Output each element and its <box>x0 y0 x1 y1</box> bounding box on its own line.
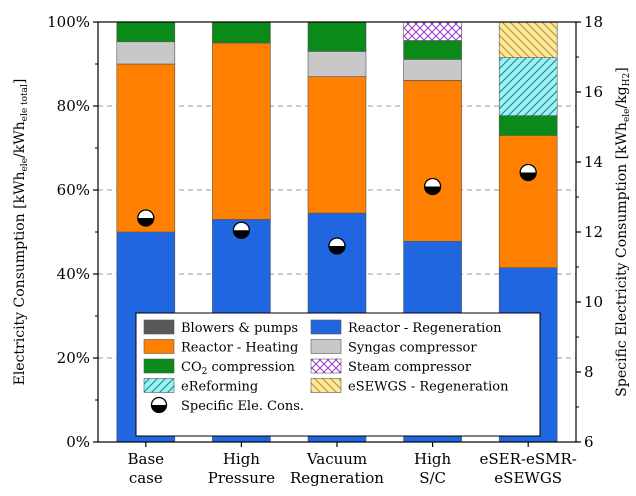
legend-swatch <box>143 358 175 374</box>
bar-segment <box>212 21 271 44</box>
right-axis: 6 8 10 12 14 16 18 <box>576 13 603 451</box>
x-tick-label: S/C <box>419 469 446 487</box>
left-tick-label: 0% <box>66 433 90 451</box>
x-tick-label: Vacuum <box>306 450 367 468</box>
bar-segment <box>116 63 176 233</box>
left-axis-label: Electricity Consumption [kWhele/kWhele t… <box>12 79 30 386</box>
legend-swatch <box>310 339 342 354</box>
legend-swatch <box>310 358 342 374</box>
left-tick-label: 100% <box>47 13 90 31</box>
legend-swatch <box>143 319 175 335</box>
x-tick-label: Pressure <box>208 469 275 487</box>
legend-label: eReforming <box>181 380 258 395</box>
bar-segment <box>307 51 367 77</box>
legend-swatch <box>143 378 175 393</box>
legend: Blowers & pumps Reactor - Regeneration Rea… <box>135 312 541 437</box>
left-tick-label: 80% <box>57 97 90 115</box>
legend-swatch <box>310 378 342 393</box>
left-tick-label: 20% <box>57 349 90 367</box>
right-tick-label: 8 <box>584 363 594 381</box>
right-tick-label: 18 <box>584 13 603 31</box>
legend-label: Steam compressor <box>348 360 472 375</box>
legend-label: Specific Ele. Cons. <box>181 399 304 414</box>
bar-segment <box>403 40 462 60</box>
legend-label: eSEWGS - Regeneration <box>348 380 509 395</box>
bar-segment <box>403 80 462 242</box>
x-tick-label: case <box>129 469 163 487</box>
x-tick-label: High <box>414 450 451 468</box>
legend-item: Reactor - Regeneration <box>310 319 502 336</box>
specific-ele-cons-marker <box>423 177 442 196</box>
right-tick-label: 10 <box>584 293 603 311</box>
legend-swatch <box>310 319 342 335</box>
bar-segment <box>498 135 558 268</box>
specific-ele-cons-marker <box>328 237 346 255</box>
bar-segment <box>498 21 558 59</box>
x-axis: BasecaseHighPressureVacuumRegnerationHig… <box>128 442 577 487</box>
x-tick-label: Base <box>128 450 165 468</box>
x-tick-label: eSEWGS <box>494 469 562 487</box>
right-tick-label: 12 <box>584 223 603 241</box>
legend-item: Specific Ele. Cons. <box>150 396 304 414</box>
legend-label: CO2 compression <box>181 360 295 377</box>
legend-label: Reactor - Heating <box>181 341 298 356</box>
legend-item: eSEWGS - Regeneration <box>310 378 509 395</box>
bar-segment <box>498 57 558 116</box>
bar-segment <box>307 21 367 52</box>
left-tick-label: 40% <box>57 265 90 283</box>
right-axis-label: Specific Electricity Consumption [kWhele… <box>614 67 632 396</box>
legend-label: Reactor - Regeneration <box>348 321 502 336</box>
bar-segment <box>498 115 558 136</box>
left-tick-label: 60% <box>57 181 90 199</box>
legend-label: Syngas compressor <box>348 341 477 356</box>
specific-ele-cons-markers <box>137 163 537 255</box>
bar-segment <box>116 41 176 65</box>
legend-item: Steam compressor <box>310 358 472 375</box>
legend-swatch <box>143 339 175 354</box>
bar-segment <box>212 42 271 220</box>
bar-segment <box>116 21 176 43</box>
x-tick-label: High <box>223 450 260 468</box>
legend-item: Syngas compressor <box>310 339 477 356</box>
bar-segment <box>403 59 462 81</box>
legend-item: CO2 compression <box>143 358 295 377</box>
right-tick-label: 6 <box>584 433 594 451</box>
specific-ele-cons-marker <box>137 209 155 227</box>
bar-segment <box>403 21 462 41</box>
x-tick-label: eSER-eSMR- <box>480 450 577 468</box>
right-tick-label: 14 <box>584 153 603 171</box>
x-tick-label: Regneration <box>290 469 384 487</box>
legend-marker <box>150 396 168 414</box>
right-tick-label: 16 <box>584 83 603 101</box>
legend-item: eReforming <box>143 378 258 395</box>
specific-ele-cons-marker <box>519 163 537 182</box>
legend-item: Reactor - Heating <box>143 339 298 356</box>
legend-label: Blowers & pumps <box>181 321 298 336</box>
specific-ele-cons-marker <box>232 221 251 239</box>
legend-item: Blowers & pumps <box>143 319 298 336</box>
left-axis: 0% 20% 40% 60% 80% 100% <box>47 13 98 451</box>
bar-segment <box>307 76 367 214</box>
